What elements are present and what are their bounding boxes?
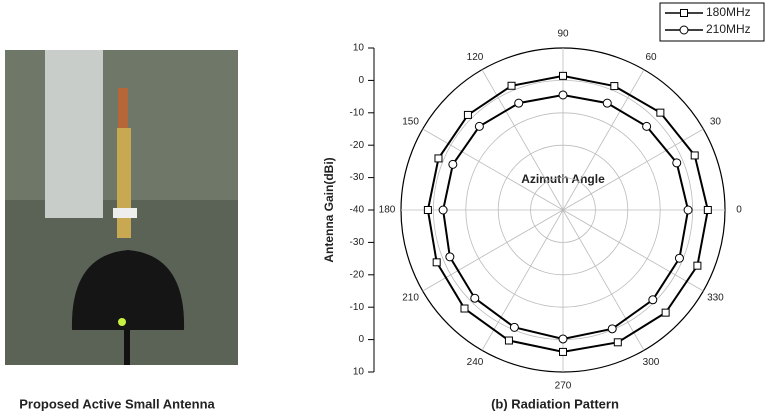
angle-tick-label: 240: [467, 357, 484, 368]
angle-tick-label: 30: [710, 117, 722, 128]
angle-grid-line: [481, 209, 564, 351]
r-tick-label: -10: [350, 107, 365, 118]
angle-grid-line: [422, 128, 564, 211]
marker: [509, 322, 519, 332]
marker: [693, 261, 702, 270]
angle-tick-label: 330: [707, 293, 724, 304]
marker: [656, 108, 665, 117]
marker: [642, 121, 652, 131]
r-axis-label: Antenna Gain(dBi): [322, 157, 336, 262]
marker: [423, 206, 432, 214]
marker: [559, 347, 567, 356]
r-tick-label: -20: [350, 269, 365, 280]
angle-tick-label: 120: [467, 52, 484, 63]
marker: [674, 253, 684, 263]
marker: [690, 151, 699, 160]
angle-grid-line: [422, 209, 564, 292]
marker: [558, 334, 568, 344]
marker: [607, 324, 617, 334]
legend-marker: [679, 25, 689, 35]
angle-tick-label: 270: [555, 381, 572, 392]
antenna-photo: [5, 50, 238, 365]
angle-tick-label: 60: [645, 52, 657, 63]
marker: [432, 258, 441, 267]
marker: [558, 90, 568, 100]
angle-tick-label: 0: [736, 205, 742, 216]
r-tick-label: -20: [350, 140, 365, 151]
marker: [460, 304, 469, 313]
marker: [610, 82, 619, 91]
angle-grid-line: [562, 209, 704, 292]
r-tick-label: 10: [353, 367, 365, 378]
marker: [504, 336, 513, 345]
photo-caption: Proposed Active Small Antenna: [19, 396, 215, 411]
angle-tick-label: 150: [402, 117, 419, 128]
marker: [438, 205, 448, 215]
marker: [470, 293, 480, 303]
r-tick-label: -40: [350, 205, 365, 216]
marker: [559, 71, 567, 80]
marker: [613, 338, 622, 347]
marker: [463, 110, 472, 119]
marker: [507, 81, 516, 90]
angle-grid-line: [562, 128, 704, 211]
legend-marker: [680, 9, 688, 17]
r-tick-label: -30: [350, 172, 365, 183]
angle-tick-label: 210: [402, 293, 419, 304]
marker: [434, 154, 443, 163]
chart-title: (b) Radiation Pattern: [491, 396, 619, 411]
r-tick-label: 0: [358, 75, 364, 86]
angle-grid-line: [562, 209, 645, 351]
marker: [474, 121, 484, 131]
marker: [703, 206, 712, 214]
angle-tick-label: 300: [643, 357, 660, 368]
marker: [661, 308, 670, 317]
marker: [648, 295, 658, 305]
marker: [683, 205, 693, 215]
marker: [445, 252, 455, 262]
r-tick-label: 0: [358, 334, 364, 345]
angle-tick-label: 90: [557, 29, 569, 40]
marker: [514, 98, 524, 108]
r-tick-label: -30: [350, 237, 365, 248]
legend-box: [659, 2, 765, 42]
angle-tick-label: 180: [379, 205, 396, 216]
marker: [602, 98, 612, 108]
angle-grid-line: [562, 69, 645, 211]
angle-grid-line: [481, 69, 564, 211]
r-tick-label: 10: [353, 43, 365, 54]
r-tick-label: -10: [350, 302, 365, 313]
legend-label: 210MHz: [706, 22, 751, 36]
marker: [672, 158, 682, 168]
legend-label: 180MHz: [706, 5, 751, 19]
marker: [448, 159, 458, 169]
